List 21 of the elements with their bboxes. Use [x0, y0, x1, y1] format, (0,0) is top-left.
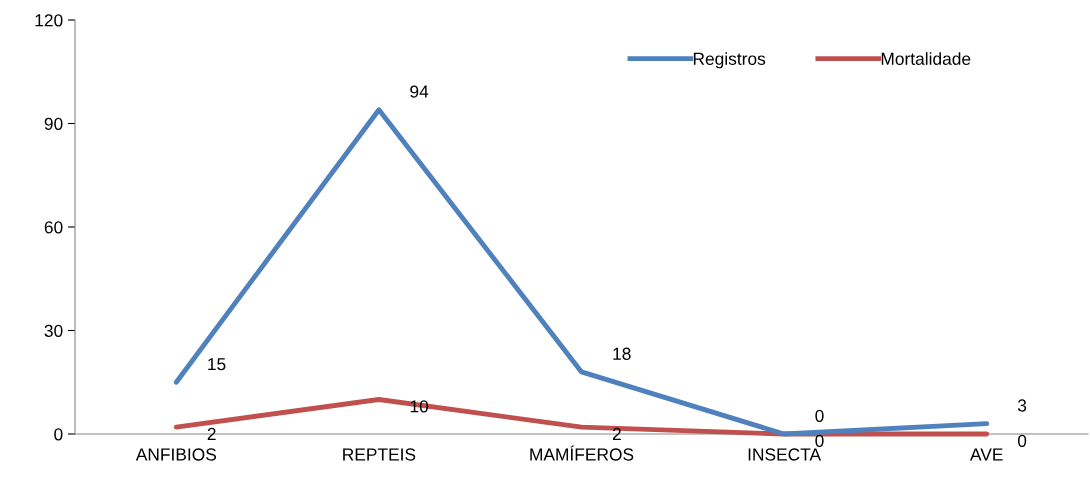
legend-label: Registros — [693, 52, 766, 69]
x-tick-label: AVE — [970, 448, 1003, 461]
data-label: 94 — [410, 85, 429, 98]
data-label: 0 — [815, 434, 824, 447]
data-label: 18 — [613, 347, 631, 360]
data-label: 0 — [1017, 434, 1027, 447]
y-tick-label: 120 — [35, 14, 63, 27]
y-tick-label: 60 — [44, 221, 63, 234]
x-tick-label: REPTEIS — [343, 448, 416, 461]
data-label: 15 — [208, 358, 226, 371]
y-tick-label: 90 — [44, 117, 63, 130]
x-tick-label: INSECTA — [748, 448, 822, 461]
legend-label: Mortalidade — [881, 52, 971, 65]
y-tick-label: 0 — [54, 428, 63, 441]
data-label: 2 — [612, 427, 621, 440]
x-tick-label: ANFIBIOS — [135, 448, 217, 461]
data-label: 0 — [815, 409, 824, 422]
y-tick-label: 30 — [44, 324, 63, 337]
data-label: 2 — [207, 427, 216, 440]
x-tick-label: MAMÍFEROS — [530, 445, 634, 461]
data-label: 3 — [1017, 399, 1027, 412]
